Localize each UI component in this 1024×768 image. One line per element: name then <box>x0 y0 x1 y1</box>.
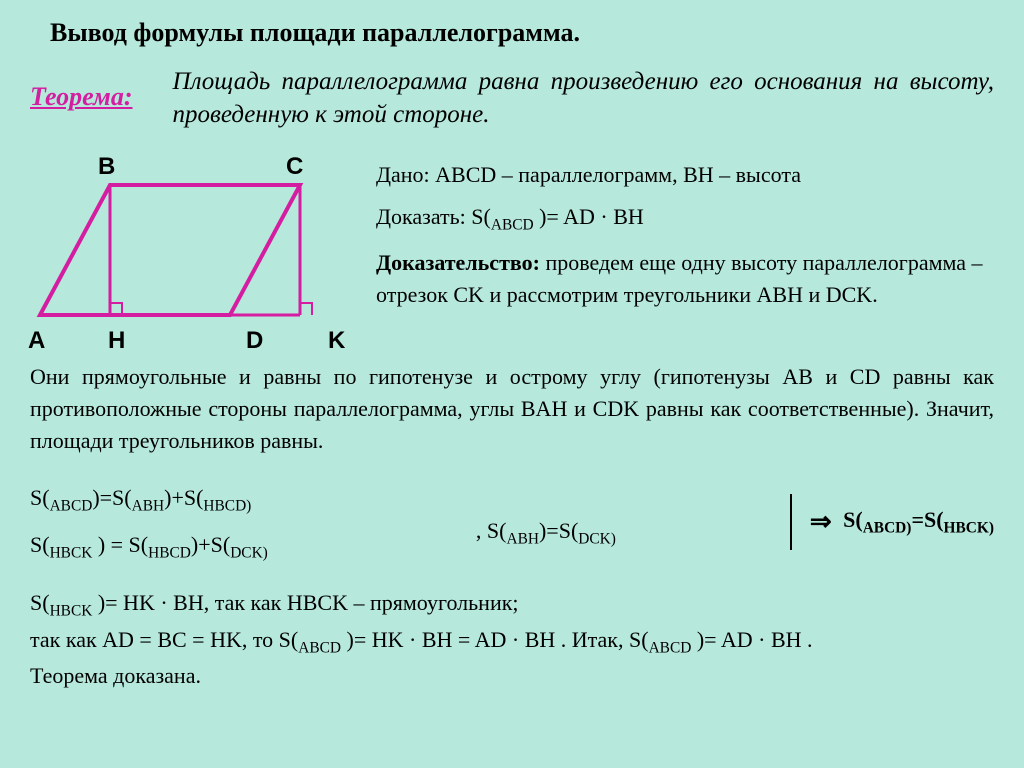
page-title: Вывод формулы площади параллелограмма. <box>50 18 994 48</box>
given-prove-proof: Дано: ABCD – параллелограмм, BH – высота… <box>370 155 994 355</box>
given-text: Дано: ABCD – параллелограмм, BH – высота <box>376 159 994 191</box>
label-A: A <box>28 327 45 355</box>
implies-icon: ⇒ <box>810 507 832 536</box>
theorem-label: Теорема: <box>30 82 133 112</box>
label-D: D <box>246 327 263 355</box>
parallelogram-diagram: A B C D H K <box>30 155 370 355</box>
theorem-row: Теорема: Площадь параллелограмма равна п… <box>30 66 994 131</box>
proof-continuation: Они прямоугольные и равны по гипотенузе … <box>30 361 994 457</box>
eq-mid: , S(ABH)=S(DCK) <box>320 496 772 548</box>
label-K: K <box>328 327 345 355</box>
eq-left: S(ABCD)=S(ABH)+S(HBCD) S(HBCK ) = S(HBCD… <box>30 475 320 570</box>
label-B: B <box>98 153 115 181</box>
bottom-text: S(HBCK )= HK · BH, так как HBCK – прямоу… <box>30 586 994 692</box>
label-C: C <box>286 153 303 181</box>
eq-right: ⇒ S(ABCD)=S(HBCK) <box>810 507 994 537</box>
diagram-svg <box>30 155 370 355</box>
label-H: H <box>108 327 125 355</box>
theorem-text: Площадь параллелограмма равна произведен… <box>173 66 994 131</box>
prove-text: Доказать: S(ABCD )= AD · BH <box>376 201 994 237</box>
divider-line <box>790 494 792 550</box>
proof-text: Доказательство: проведем еще одну высоту… <box>376 247 994 311</box>
equations-row: S(ABCD)=S(ABH)+S(HBCD) S(HBCK ) = S(HBCD… <box>30 475 994 570</box>
